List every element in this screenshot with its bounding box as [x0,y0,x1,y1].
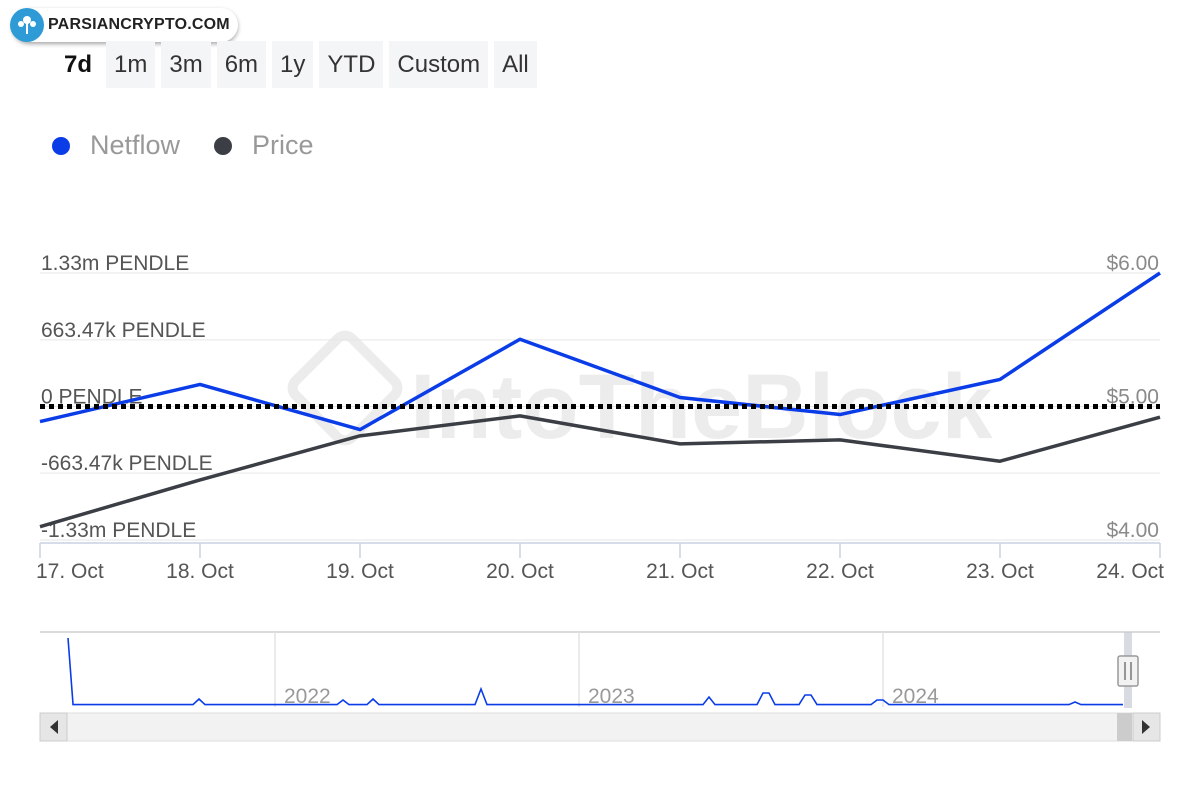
legend-price[interactable]: Price [214,130,314,161]
navigator-sparkline [67,637,1123,706]
range-7d-button[interactable]: 7d [64,51,93,78]
watermark-logo-icon [287,330,403,446]
watermark: IntoTheBlock [287,330,994,458]
range-1m-button[interactable]: 1m [106,41,156,88]
right-axis-tick-label: $5.00 [1106,386,1159,409]
legend-netflow[interactable]: Netflow [52,130,180,161]
chart-legend: Netflow Price [52,130,314,161]
range-all-button[interactable]: All [494,41,537,88]
series-line-price [39,414,1161,529]
x-axis-tick-label: 20. Oct [486,560,554,583]
time-range-selector: 7d 1m 3m 6m 1y YTD Custom All [56,41,537,88]
left-axis-tick-label: 663.47k PENDLE [41,319,206,342]
scroll-left-arrow-icon[interactable] [50,720,58,734]
left-axis-tick-label: -663.47k PENDLE [41,452,213,475]
scrollbar-track [39,712,1161,742]
legend-price-label: Price [252,130,314,160]
left-axis-tick-label: 0 PENDLE [41,386,143,409]
range-ytd-button[interactable]: YTD [319,41,384,88]
range-1y-button[interactable]: 1y [272,41,314,88]
range-6m-button[interactable]: 6m [216,41,267,88]
x-axis-tick-label: 19. Oct [326,560,394,583]
legend-netflow-dot [52,136,70,155]
x-axis-tick-label: 23. Oct [966,560,1034,583]
scrollbar-thumb [1117,713,1132,741]
x-axis-tick-label: 18. Oct [166,560,234,583]
site-logo: PARSIANCRYPTO.COM [10,8,238,42]
legend-price-dot [214,136,233,155]
logo-text: PARSIANCRYPTO.COM [48,16,230,33]
navigator-year-label: 2022 [284,685,331,708]
x-axis-tick-label: 21. Oct [646,560,714,583]
x-axis-tick-label: 24. Oct [1096,560,1164,583]
navigator-year-label: 2023 [588,685,635,708]
legend-netflow-label: Netflow [90,130,181,160]
navigator-handle-box [1117,655,1139,687]
left-axis-tick-label: 1.33m PENDLE [41,252,189,275]
logo-tree-icon [10,8,44,42]
right-axis-tick-label: $4.00 [1106,519,1159,542]
series-line-netflow [39,271,1161,432]
scroll-right-arrow-icon[interactable] [1142,720,1150,734]
navigator-year-label: 2024 [892,685,939,708]
x-axis-tick-label: 22. Oct [806,560,874,583]
navigator-handle-icon[interactable] [1117,655,1139,687]
x-axis-tick-label: 17. Oct [36,560,104,583]
range-3m-button[interactable]: 3m [161,41,211,88]
right-axis-tick-label: $6.00 [1106,252,1159,275]
navigator-scrollbar[interactable] [39,712,1161,742]
range-custom-button[interactable]: Custom [389,41,489,88]
left-axis-tick-label: -1.33m PENDLE [41,519,196,542]
